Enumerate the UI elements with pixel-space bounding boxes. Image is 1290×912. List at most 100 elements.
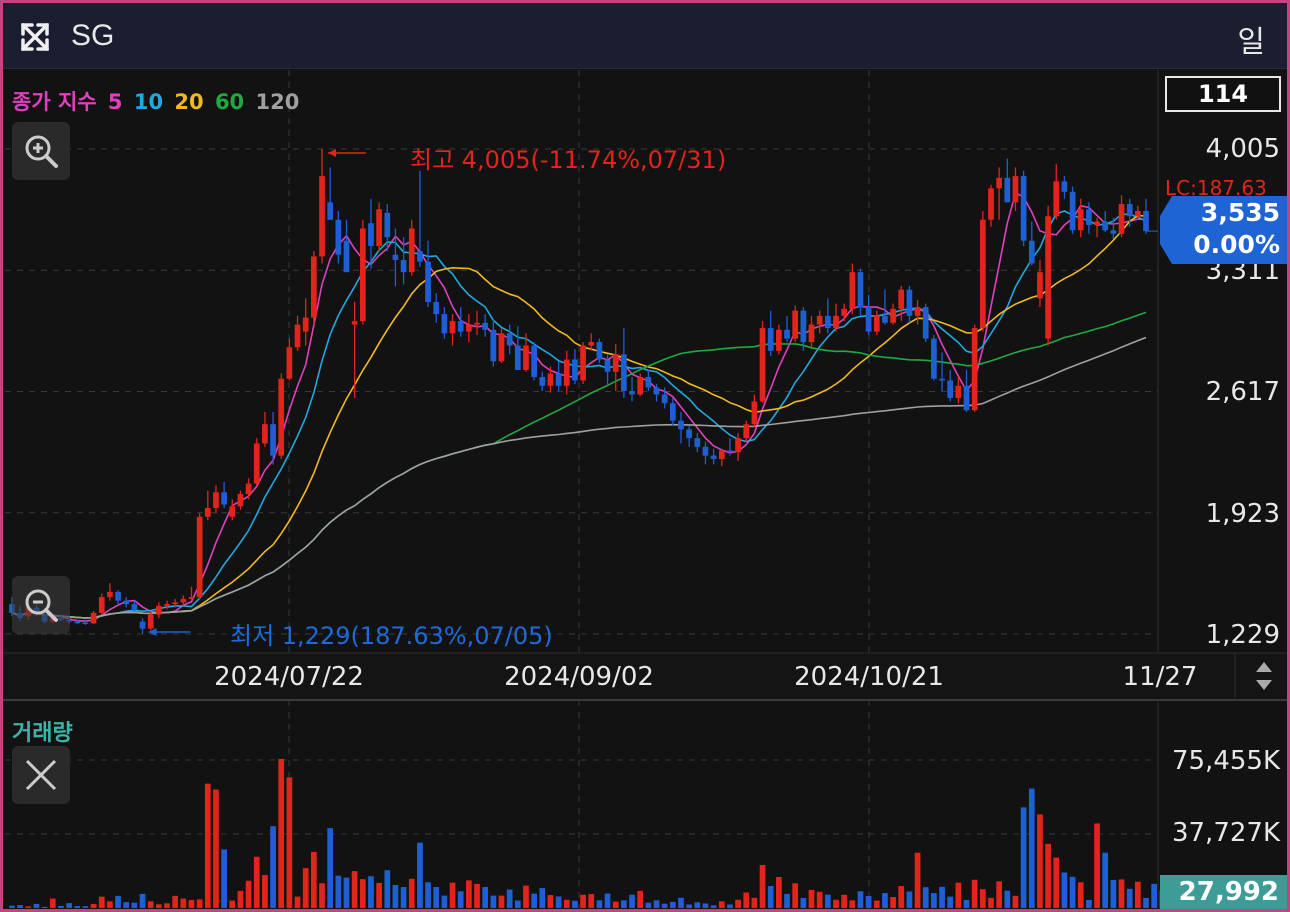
- candle-body: [466, 324, 472, 332]
- high-arrowhead: [328, 149, 337, 157]
- vol-tick-75455: 75,455K: [1171, 746, 1280, 776]
- candle-body: [180, 598, 187, 603]
- volume-bar: [1151, 883, 1158, 908]
- candle-body: [343, 240, 350, 273]
- candle-body: [637, 376, 644, 395]
- candle-body: [776, 329, 782, 351]
- scale-toggle-icon[interactable]: [1244, 656, 1284, 696]
- volume-bar: [955, 882, 962, 908]
- volume-bar: [49, 898, 56, 908]
- volume-bar: [196, 899, 203, 908]
- candle-body: [164, 604, 170, 606]
- volume-bar: [1094, 823, 1100, 908]
- volume-bar: [555, 896, 562, 908]
- candle-body: [727, 450, 733, 453]
- volume-bar: [98, 896, 105, 908]
- volume-bar: [759, 865, 766, 908]
- volume-bar: [327, 828, 334, 908]
- candle-body: [686, 429, 692, 439]
- candle-body: [172, 602, 179, 605]
- candle-body: [629, 390, 635, 395]
- volume-bar: [914, 852, 921, 908]
- volume-bar: [466, 880, 472, 908]
- candle-body: [988, 188, 994, 220]
- volume-bar: [1061, 872, 1068, 908]
- candle-body: [873, 315, 880, 332]
- zoom-out-button[interactable]: [12, 576, 70, 634]
- candle-body: [678, 420, 684, 430]
- candle-body: [123, 600, 130, 605]
- candle-body: [449, 321, 456, 334]
- candle-body: [139, 621, 146, 629]
- ma120-line: [11, 336, 1147, 619]
- volume-bar: [596, 900, 603, 908]
- volume-bar: [1053, 857, 1060, 908]
- candle-body: [1094, 221, 1100, 225]
- candle-body: [262, 424, 268, 444]
- candle-body: [702, 446, 709, 456]
- volume-bar: [800, 897, 807, 908]
- volume-bar: [417, 842, 423, 908]
- vol-tick-37727: 37,727K: [1171, 818, 1280, 848]
- candle-body: [115, 591, 121, 601]
- candle-body: [490, 329, 497, 362]
- volume-bar: [359, 879, 366, 908]
- zoom-out-icon: [25, 589, 58, 622]
- volume-bar: [107, 901, 113, 908]
- volume-bar: [922, 887, 929, 908]
- candle-body: [1102, 221, 1109, 231]
- volume-bar: [743, 892, 750, 908]
- candle-body: [833, 315, 839, 329]
- volume-bar: [710, 905, 717, 908]
- volume-bar: [947, 896, 954, 908]
- volume-bar: [645, 902, 652, 908]
- candle-body: [270, 424, 276, 456]
- price-input-box[interactable]: 114: [1165, 76, 1281, 112]
- candle-body: [1020, 176, 1027, 241]
- period-selector[interactable]: 일: [1237, 25, 1265, 60]
- candle-body: [351, 321, 358, 325]
- volume-bar: [213, 789, 219, 908]
- candle-body: [914, 307, 921, 316]
- volume-bar: [180, 898, 187, 908]
- candle-body: [1028, 240, 1035, 264]
- volume-bar: [612, 901, 619, 908]
- y-tick-2617: 2,617: [1205, 377, 1280, 407]
- candle-body: [898, 289, 905, 309]
- candle-body: [1086, 209, 1092, 225]
- candle-body: [816, 315, 823, 325]
- candle-body: [694, 438, 701, 447]
- candle-body: [547, 373, 554, 386]
- volume-bar: [392, 885, 399, 908]
- candle-body: [311, 256, 317, 318]
- expand-icon[interactable]: [17, 19, 53, 55]
- candle-body: [1061, 181, 1068, 192]
- volume-bar: [898, 886, 905, 908]
- zoom-in-button[interactable]: [12, 122, 70, 180]
- candle-body: [1077, 209, 1084, 231]
- candle-body: [335, 219, 342, 255]
- low-annotation: 최저 1,229(187.63%,07/05): [230, 622, 553, 650]
- candle-body: [1143, 211, 1149, 232]
- candle-body: [1045, 216, 1051, 339]
- volume-bar: [547, 895, 554, 908]
- legend-label: 종가 지수: [12, 90, 97, 114]
- close-volume-button[interactable]: [12, 746, 70, 804]
- volume-bar: [849, 900, 856, 908]
- volume-bar: [514, 900, 521, 908]
- candle-body: [947, 380, 954, 398]
- candle-body: [767, 328, 774, 351]
- candle-body: [1004, 177, 1011, 203]
- y-tick-1229: 1,229: [1205, 620, 1280, 650]
- candle-body: [1069, 191, 1076, 231]
- candle-body: [1053, 181, 1060, 217]
- candle-body: [971, 328, 978, 411]
- legend-ma120: 120: [255, 90, 300, 114]
- volume-bar: [873, 900, 880, 908]
- volume-bar: [580, 894, 586, 908]
- volume-bar: [971, 879, 978, 908]
- candle-body: [931, 338, 937, 379]
- candle-body: [368, 223, 374, 246]
- x-tick-1127: 11/27: [1122, 662, 1198, 692]
